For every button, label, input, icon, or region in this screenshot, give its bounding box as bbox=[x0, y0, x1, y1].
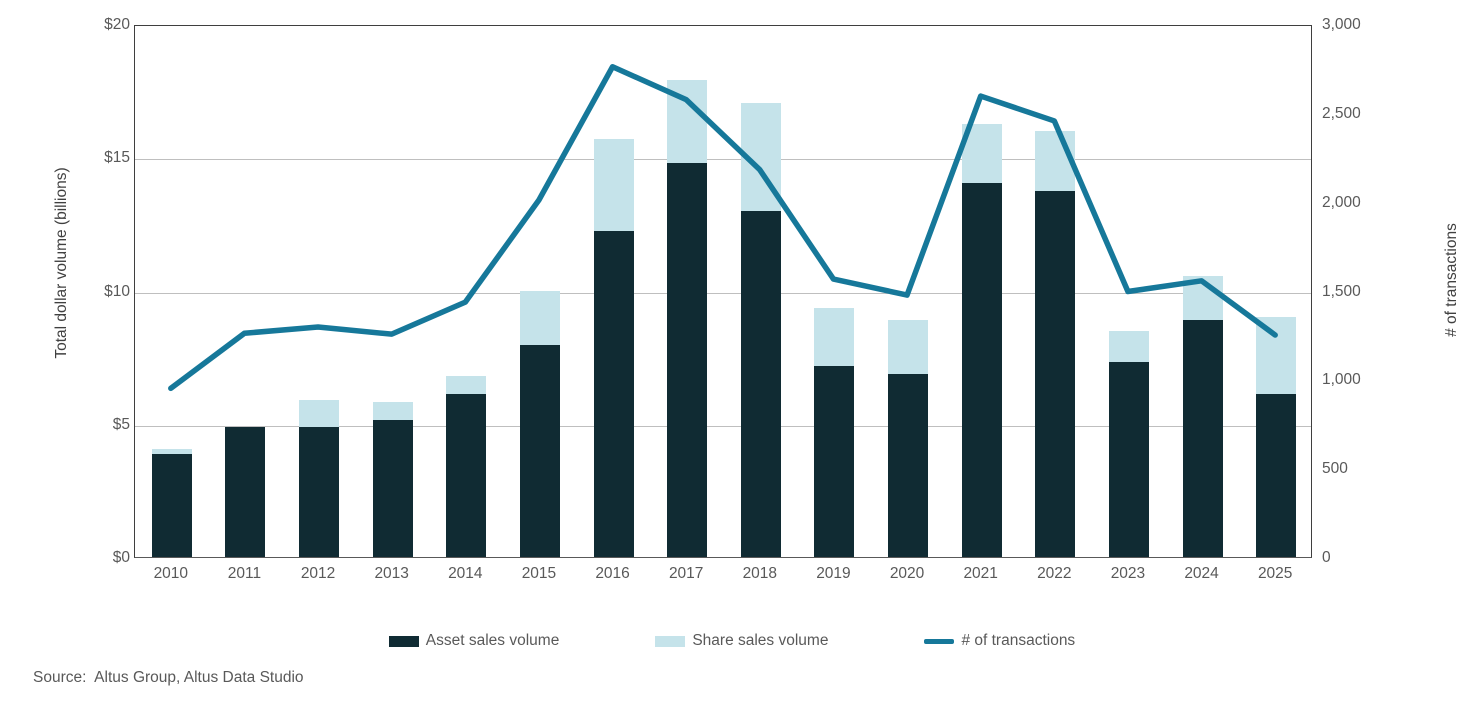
x-axis-tick-label: 2021 bbox=[963, 565, 998, 582]
x-axis-tick-label: 2016 bbox=[595, 565, 630, 582]
bar-segment-share-sales[interactable] bbox=[446, 376, 487, 395]
bar-group[interactable] bbox=[519, 24, 560, 557]
bar-segment-share-sales[interactable] bbox=[961, 123, 1002, 183]
legend-item[interactable]: # of transactions bbox=[924, 632, 1075, 650]
bar-segment-asset-sales[interactable] bbox=[151, 454, 192, 557]
y-axis-right-tick-label: 1,500 bbox=[1322, 282, 1361, 300]
bar-group[interactable] bbox=[446, 24, 487, 557]
y-axis-left-tick-label: $10 bbox=[104, 282, 130, 300]
bar-segment-asset-sales[interactable] bbox=[1035, 190, 1076, 557]
bar-group[interactable] bbox=[814, 24, 855, 557]
plot-area bbox=[134, 25, 1312, 558]
bar-group[interactable] bbox=[961, 24, 1002, 557]
bar-group[interactable] bbox=[1256, 24, 1297, 557]
x-axis-tick-label: 2020 bbox=[889, 565, 925, 582]
bar-segment-share-sales[interactable] bbox=[1108, 330, 1149, 363]
x-axis-tick-label: 2012 bbox=[300, 565, 336, 582]
legend-item-label: Share sales volume bbox=[692, 632, 829, 649]
legend-item[interactable]: Asset sales volume bbox=[388, 632, 560, 650]
y-axis-left-tick-label: $15 bbox=[104, 149, 130, 167]
bar-segment-asset-sales[interactable] bbox=[1108, 362, 1149, 557]
bar-segment-asset-sales[interactable] bbox=[372, 420, 413, 557]
legend-item-label: Asset sales volume bbox=[425, 632, 560, 649]
y-axis-left-tick-label: $20 bbox=[104, 16, 130, 33]
y-axis-right-tick-label: 1,000 bbox=[1322, 371, 1361, 389]
bar-segment-share-sales[interactable] bbox=[299, 399, 340, 427]
bar-group[interactable] bbox=[1035, 24, 1076, 557]
bar-group[interactable] bbox=[1182, 24, 1223, 557]
bar-group[interactable] bbox=[888, 24, 929, 557]
bar-group[interactable] bbox=[1108, 24, 1149, 557]
bar-group[interactable] bbox=[151, 24, 192, 557]
y-axis-left-title: Total dollar volume (billions) bbox=[53, 167, 70, 359]
x-axis-tick-label: 2024 bbox=[1184, 565, 1219, 582]
bar-group[interactable] bbox=[593, 24, 634, 557]
bar-segment-share-sales[interactable] bbox=[1035, 130, 1076, 191]
bar-segment-asset-sales[interactable] bbox=[519, 345, 560, 557]
x-axis-tick-label: 2010 bbox=[153, 565, 189, 582]
x-axis-tick-label: 2013 bbox=[374, 565, 409, 582]
legend-line-swatch-icon bbox=[924, 638, 955, 644]
bar-segment-share-sales[interactable] bbox=[1256, 317, 1297, 395]
bar-group[interactable] bbox=[740, 24, 781, 557]
bar-segment-share-sales[interactable] bbox=[1182, 275, 1223, 320]
bar-segment-share-sales[interactable] bbox=[667, 79, 708, 163]
y-axis-right-tick-label: 2,000 bbox=[1322, 193, 1361, 211]
chart-legend: Asset sales volume Share sales volume # of… bbox=[0, 632, 1464, 650]
x-axis-tick-label: 2018 bbox=[742, 565, 778, 582]
bar-group[interactable] bbox=[225, 24, 266, 557]
bar-segment-share-sales[interactable] bbox=[593, 139, 634, 232]
bar-segment-share-sales[interactable] bbox=[888, 320, 929, 374]
y-axis-right-tick-label: 0 bbox=[1322, 549, 1331, 566]
bar-segment-asset-sales[interactable] bbox=[961, 182, 1002, 557]
legend-item[interactable]: Share sales volume bbox=[655, 632, 828, 650]
bar-segment-asset-sales[interactable] bbox=[667, 162, 708, 557]
y-axis-right-tick-label: 2,500 bbox=[1322, 104, 1361, 122]
x-axis-tick-label: 2019 bbox=[816, 565, 851, 582]
bar-segment-asset-sales[interactable] bbox=[814, 366, 855, 557]
bar-segment-asset-sales[interactable] bbox=[593, 231, 634, 557]
bar-segment-share-sales[interactable] bbox=[372, 402, 413, 421]
source-note: Source: Altus Group, Altus Data Studio bbox=[33, 669, 304, 686]
x-axis-tick-label: 2015 bbox=[521, 565, 557, 582]
bar-group[interactable] bbox=[299, 24, 340, 557]
y-axis-right-title: # of transactions bbox=[1443, 223, 1460, 337]
y-axis-right-tick-label: 500 bbox=[1322, 460, 1348, 478]
bar-segment-share-sales[interactable] bbox=[225, 426, 266, 428]
bar-segment-share-sales[interactable] bbox=[740, 102, 781, 211]
x-axis-tick-label: 2022 bbox=[1037, 565, 1072, 582]
bar-segment-share-sales[interactable] bbox=[519, 290, 560, 346]
bar-segment-asset-sales[interactable] bbox=[740, 210, 781, 557]
x-axis-tick-label: 2025 bbox=[1257, 565, 1293, 582]
bar-segment-asset-sales[interactable] bbox=[299, 426, 340, 557]
legend-square-swatch-icon bbox=[655, 635, 686, 647]
bar-segment-asset-sales[interactable] bbox=[1182, 319, 1223, 557]
y-axis-right-tick-label: 3,000 bbox=[1322, 16, 1361, 33]
bar-segment-share-sales[interactable] bbox=[814, 307, 855, 367]
y-axis-left-tick-label: $5 bbox=[112, 415, 130, 433]
bar-segment-share-sales[interactable] bbox=[151, 449, 192, 455]
legend-item-label: # of transactions bbox=[961, 632, 1076, 649]
legend-square-swatch-icon bbox=[388, 635, 419, 647]
bar-segment-asset-sales[interactable] bbox=[888, 373, 929, 557]
y-axis-left-tick-label: $0 bbox=[112, 549, 130, 566]
x-axis-tick-label: 2023 bbox=[1110, 565, 1146, 582]
bar-group[interactable] bbox=[372, 24, 413, 557]
bar-segment-asset-sales[interactable] bbox=[446, 394, 487, 557]
x-axis-tick-label: 2011 bbox=[227, 565, 262, 582]
bar-segment-asset-sales[interactable] bbox=[1256, 394, 1297, 557]
bar-group[interactable] bbox=[667, 24, 708, 557]
x-axis-tick-label: 2014 bbox=[448, 565, 483, 582]
bar-segment-asset-sales[interactable] bbox=[225, 427, 266, 557]
gridline bbox=[135, 425, 1311, 427]
x-axis-tick-label: 2017 bbox=[668, 565, 704, 582]
